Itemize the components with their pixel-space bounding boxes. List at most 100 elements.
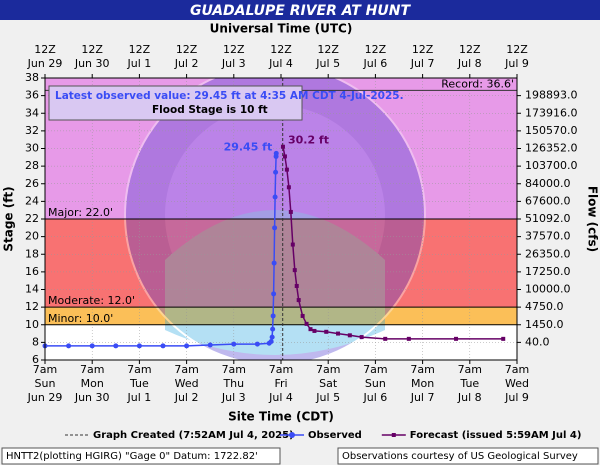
x-tick-label: Mon bbox=[411, 377, 434, 390]
x2-tick-label: 12Z bbox=[81, 43, 103, 56]
y2-tick-label: 51092.0 bbox=[525, 212, 571, 225]
x2-tick-label: 12Z bbox=[412, 43, 434, 56]
data-point bbox=[359, 335, 364, 340]
y2-tick-label: 40.0 bbox=[525, 335, 550, 348]
y2-tick-label: 150570.0 bbox=[525, 124, 578, 137]
x2-tick-label: 12Z bbox=[129, 43, 151, 56]
data-point bbox=[184, 343, 190, 349]
y-tick-label: 12 bbox=[25, 300, 39, 313]
x-tick-label: Jul 3 bbox=[221, 391, 246, 404]
threshold-label: Moderate: 12.0' bbox=[48, 294, 135, 307]
data-point bbox=[270, 326, 276, 332]
data-point bbox=[272, 194, 278, 200]
x2-tick-label: 12Z bbox=[223, 43, 245, 56]
x2-tick-label: Jul 4 bbox=[268, 57, 293, 70]
legend-created: Graph Created (7:52AM Jul 4, 2025) bbox=[93, 430, 294, 441]
threshold-label: Minor: 10.0' bbox=[48, 312, 113, 325]
data-point bbox=[292, 268, 297, 273]
x2-tick-label: 12Z bbox=[176, 43, 198, 56]
y2-tick-label: 37570.0 bbox=[525, 230, 571, 243]
x-tick-label: Sun bbox=[35, 377, 56, 390]
x-tick-label: 7am bbox=[458, 363, 482, 376]
x-tick-label: Fri bbox=[274, 377, 287, 390]
x-tick-label: 7am bbox=[505, 363, 529, 376]
data-point bbox=[284, 167, 289, 172]
data-label: 29.45 ft bbox=[224, 140, 273, 153]
y-tick-label: 14 bbox=[25, 283, 39, 296]
data-point bbox=[272, 225, 278, 231]
data-point bbox=[336, 331, 341, 336]
y2-tick-label: 67600.0 bbox=[525, 194, 571, 207]
data-point bbox=[113, 343, 119, 349]
data-point bbox=[273, 150, 279, 156]
y2-tick-label: 17250.0 bbox=[525, 265, 571, 278]
x-tick-label: Wed bbox=[175, 377, 199, 390]
y-tick-label: 22 bbox=[25, 212, 39, 225]
data-point bbox=[383, 336, 388, 341]
data-point bbox=[300, 313, 305, 318]
data-point bbox=[207, 342, 213, 348]
y-tick-label: 6 bbox=[32, 353, 39, 366]
data-point bbox=[271, 260, 277, 266]
data-point bbox=[347, 333, 352, 338]
data-point bbox=[312, 328, 317, 333]
data-point bbox=[270, 313, 276, 319]
data-point bbox=[501, 336, 506, 341]
data-point bbox=[66, 343, 72, 349]
legend-marker bbox=[289, 432, 295, 438]
y-tick-label: 18 bbox=[25, 247, 39, 260]
x-axis-label: Site Time (CDT) bbox=[228, 410, 334, 424]
data-point bbox=[286, 185, 291, 190]
y-tick-label: 10 bbox=[25, 318, 39, 331]
data-point bbox=[136, 343, 142, 349]
y-tick-label: 16 bbox=[25, 265, 39, 278]
y-tick-label: 38 bbox=[25, 71, 39, 84]
data-point bbox=[268, 338, 274, 344]
data-point bbox=[296, 298, 301, 303]
data-point bbox=[288, 209, 293, 214]
data-point bbox=[160, 343, 166, 349]
y2-tick-label: 4750.0 bbox=[525, 300, 564, 313]
x2-tick-label: 12Z bbox=[459, 43, 481, 56]
x2-tick-label: Jun 30 bbox=[74, 57, 110, 70]
x-tick-label: 7am bbox=[316, 363, 340, 376]
chart-title: GUADALUPE RIVER AT HUNT bbox=[190, 3, 412, 19]
footer-right-box bbox=[337, 447, 599, 465]
data-point bbox=[280, 144, 285, 149]
y-tick-label: 36 bbox=[25, 89, 39, 102]
x-tick-label: Wed bbox=[505, 377, 529, 390]
y-tick-label: 30 bbox=[25, 142, 39, 155]
y-tick-label: 34 bbox=[25, 106, 39, 119]
y2-tick-label: 103700.0 bbox=[525, 159, 578, 172]
data-point bbox=[304, 321, 309, 326]
x2-tick-label: Jul 5 bbox=[315, 57, 340, 70]
x-tick-label: Jul 9 bbox=[504, 391, 529, 404]
data-point bbox=[324, 329, 329, 334]
data-point bbox=[308, 327, 313, 332]
x-tick-label: Thu bbox=[222, 377, 244, 390]
x2-tick-label: 12Z bbox=[34, 43, 56, 56]
data-point bbox=[454, 336, 459, 341]
x2-tick-label: 12Z bbox=[365, 43, 387, 56]
x-tick-label: Mon bbox=[81, 377, 104, 390]
x-tick-label: 7am bbox=[222, 363, 246, 376]
y-tick-label: 20 bbox=[25, 230, 39, 243]
y-tick-label: 8 bbox=[32, 335, 39, 348]
x2-tick-label: Jul 1 bbox=[127, 57, 152, 70]
y2-tick-label: 198893.0 bbox=[525, 89, 578, 102]
x-tick-label: Sun bbox=[365, 377, 386, 390]
data-point bbox=[269, 334, 275, 340]
footer-right: Observations courtesy of US Geological S… bbox=[342, 451, 578, 462]
x2-tick-label: 12Z bbox=[317, 43, 339, 56]
x-tick-label: Jul 1 bbox=[127, 391, 152, 404]
plot-frame bbox=[44, 77, 518, 361]
data-point bbox=[231, 341, 237, 347]
threshold-label: Record: 36.6' bbox=[441, 77, 514, 90]
x-tick-label: 7am bbox=[80, 363, 104, 376]
x-tick-label: 7am bbox=[410, 363, 434, 376]
info-box bbox=[48, 85, 303, 121]
x2-tick-label: Jul 6 bbox=[363, 57, 388, 70]
legend-label: Forecast (issued 5:59AM Jul 4) bbox=[410, 430, 582, 441]
x-tick-label: Tue bbox=[129, 377, 149, 390]
data-point bbox=[294, 283, 299, 288]
